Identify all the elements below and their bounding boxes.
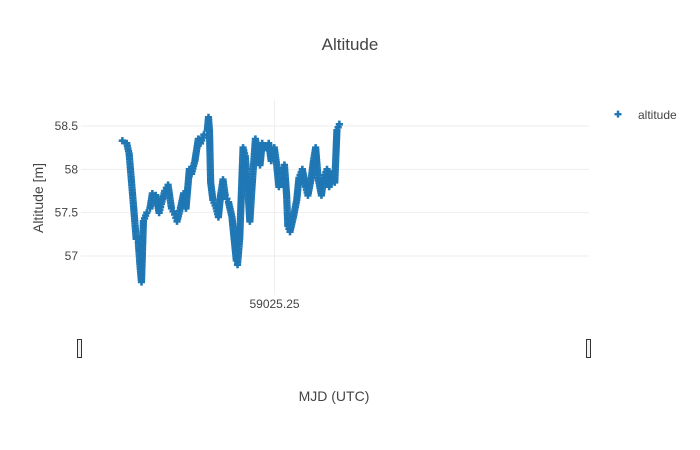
data-point[interactable]	[223, 195, 231, 203]
data-point[interactable]	[148, 190, 156, 198]
data-point[interactable]	[143, 209, 151, 217]
y-tick-label: 58.5	[55, 119, 79, 133]
y-tick-label: 57.5	[55, 206, 79, 220]
legend-marker	[614, 110, 622, 118]
x-tick-label: 59025.25	[249, 297, 299, 311]
y-tick-label: 57	[65, 249, 79, 263]
altitude-points[interactable]	[118, 113, 343, 286]
chart-title: Altitude	[322, 35, 379, 54]
data-point[interactable]	[258, 139, 266, 147]
data-point[interactable]	[132, 235, 140, 243]
legend[interactable]: altitude	[614, 108, 678, 122]
data-point[interactable]	[167, 204, 176, 212]
data-point[interactable]	[200, 131, 208, 139]
data-point[interactable]	[169, 207, 177, 215]
range-slider-left-handle[interactable]	[77, 339, 82, 358]
data-point[interactable]	[161, 187, 169, 195]
x-axis-title: MJD (UTC)	[299, 388, 370, 404]
y-axis-title: Altitude [m]	[30, 163, 46, 233]
data-point[interactable]	[194, 135, 202, 143]
axis-ticks: 57 57.5 58 58.5 59025.25	[55, 119, 300, 311]
y-tick-label: 58	[65, 162, 79, 176]
range-slider[interactable]	[77, 339, 591, 358]
legend-entry-altitude[interactable]: altitude	[638, 108, 677, 122]
range-slider-right-handle[interactable]	[586, 339, 591, 358]
data-point[interactable]	[221, 191, 229, 199]
data-point[interactable]	[118, 137, 126, 145]
data-point[interactable]	[335, 120, 343, 128]
data-point[interactable]	[261, 144, 270, 152]
